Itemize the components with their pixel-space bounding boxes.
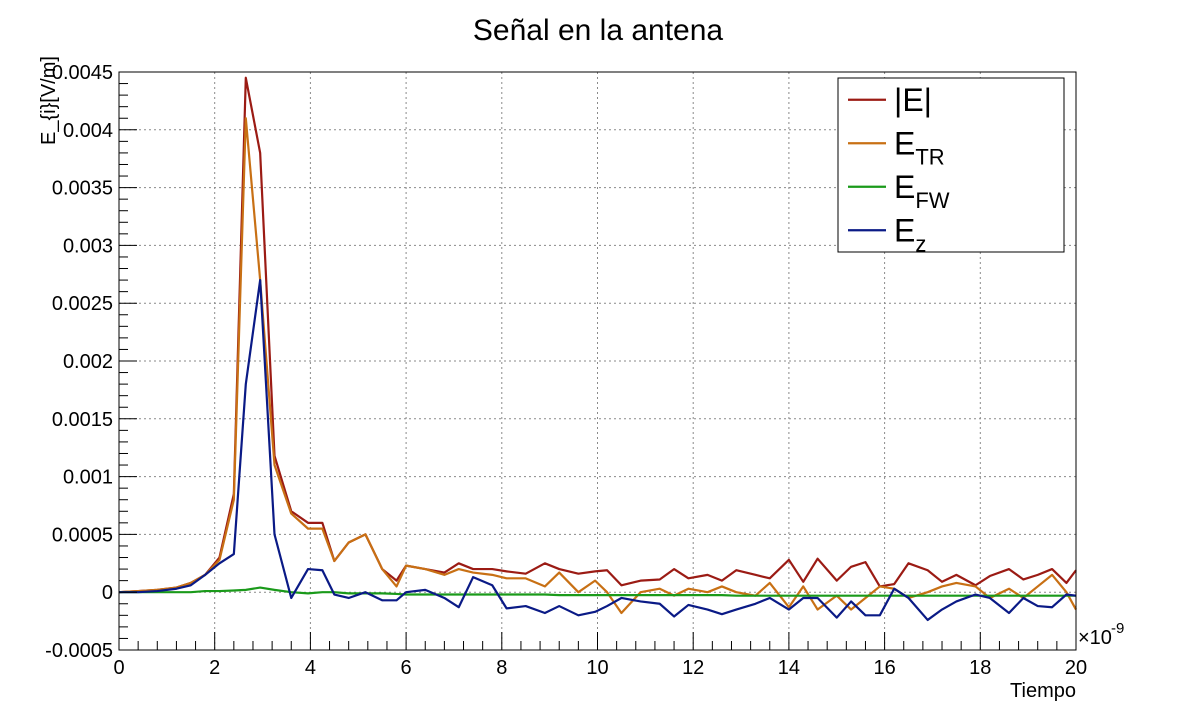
x-axis-title: Tiempo	[1010, 680, 1076, 702]
y-tick-label-6: 0.0025	[52, 293, 113, 315]
y-tick-label-2: 0.0005	[52, 524, 113, 546]
y-tick-label-5: 0.002	[63, 351, 113, 373]
y-tick-label-0: -0.0005	[45, 640, 113, 662]
y-tick-label-9: 0.004	[63, 120, 113, 142]
x-tick-label-8: 16	[873, 657, 895, 679]
x-tick-label-1: 2	[209, 657, 220, 679]
series-line-2	[119, 586, 1076, 597]
legend-label-0: |E|	[894, 82, 932, 118]
legend-box	[837, 77, 1065, 253]
y-tick-label-4: 0.0015	[52, 409, 113, 431]
y-axis-title: E_{i}[V/m]	[38, 56, 60, 145]
y-tick-label-10: 0.0045	[52, 62, 113, 84]
x-tick-label-4: 8	[496, 657, 507, 679]
x-tick-label-3: 6	[401, 657, 412, 679]
y-tick-label-8: 0.0035	[52, 178, 113, 200]
series-layer	[118, 76, 1077, 622]
x-tick-label-2: 4	[305, 657, 316, 679]
y-tick-label-7: 0.003	[63, 235, 113, 257]
x-tick-label-10: 20	[1065, 657, 1087, 679]
legend-label-2: EFW	[894, 169, 950, 213]
x-tick-label-7: 14	[778, 657, 800, 679]
y-tick-label-3: 0.001	[63, 467, 113, 489]
x-multiplier: ×10 -9	[1078, 620, 1124, 649]
x-tick-label-9: 18	[969, 657, 991, 679]
series-line-0	[118, 76, 1077, 594]
axes-layer: 0 2 4 6 8 10 12 14 16 18 20-0.000500.00050.0010.00…	[45, 62, 1087, 679]
legend-label-3: Ez	[894, 212, 926, 256]
x-tick-label-5: 10	[586, 657, 608, 679]
legend-label-1: ETR	[894, 125, 945, 169]
x-multiplier-exponent: -9	[1111, 620, 1124, 637]
x-tick-label-6: 12	[682, 657, 704, 679]
x-tick-label-0: 0	[113, 657, 124, 679]
y-tick-label-1: 0	[102, 582, 113, 604]
series-line-1	[118, 117, 1077, 615]
chart-title: Señal en la antena	[473, 14, 724, 47]
x-multiplier-base: ×10	[1078, 627, 1112, 649]
series-line-3	[119, 278, 1077, 622]
